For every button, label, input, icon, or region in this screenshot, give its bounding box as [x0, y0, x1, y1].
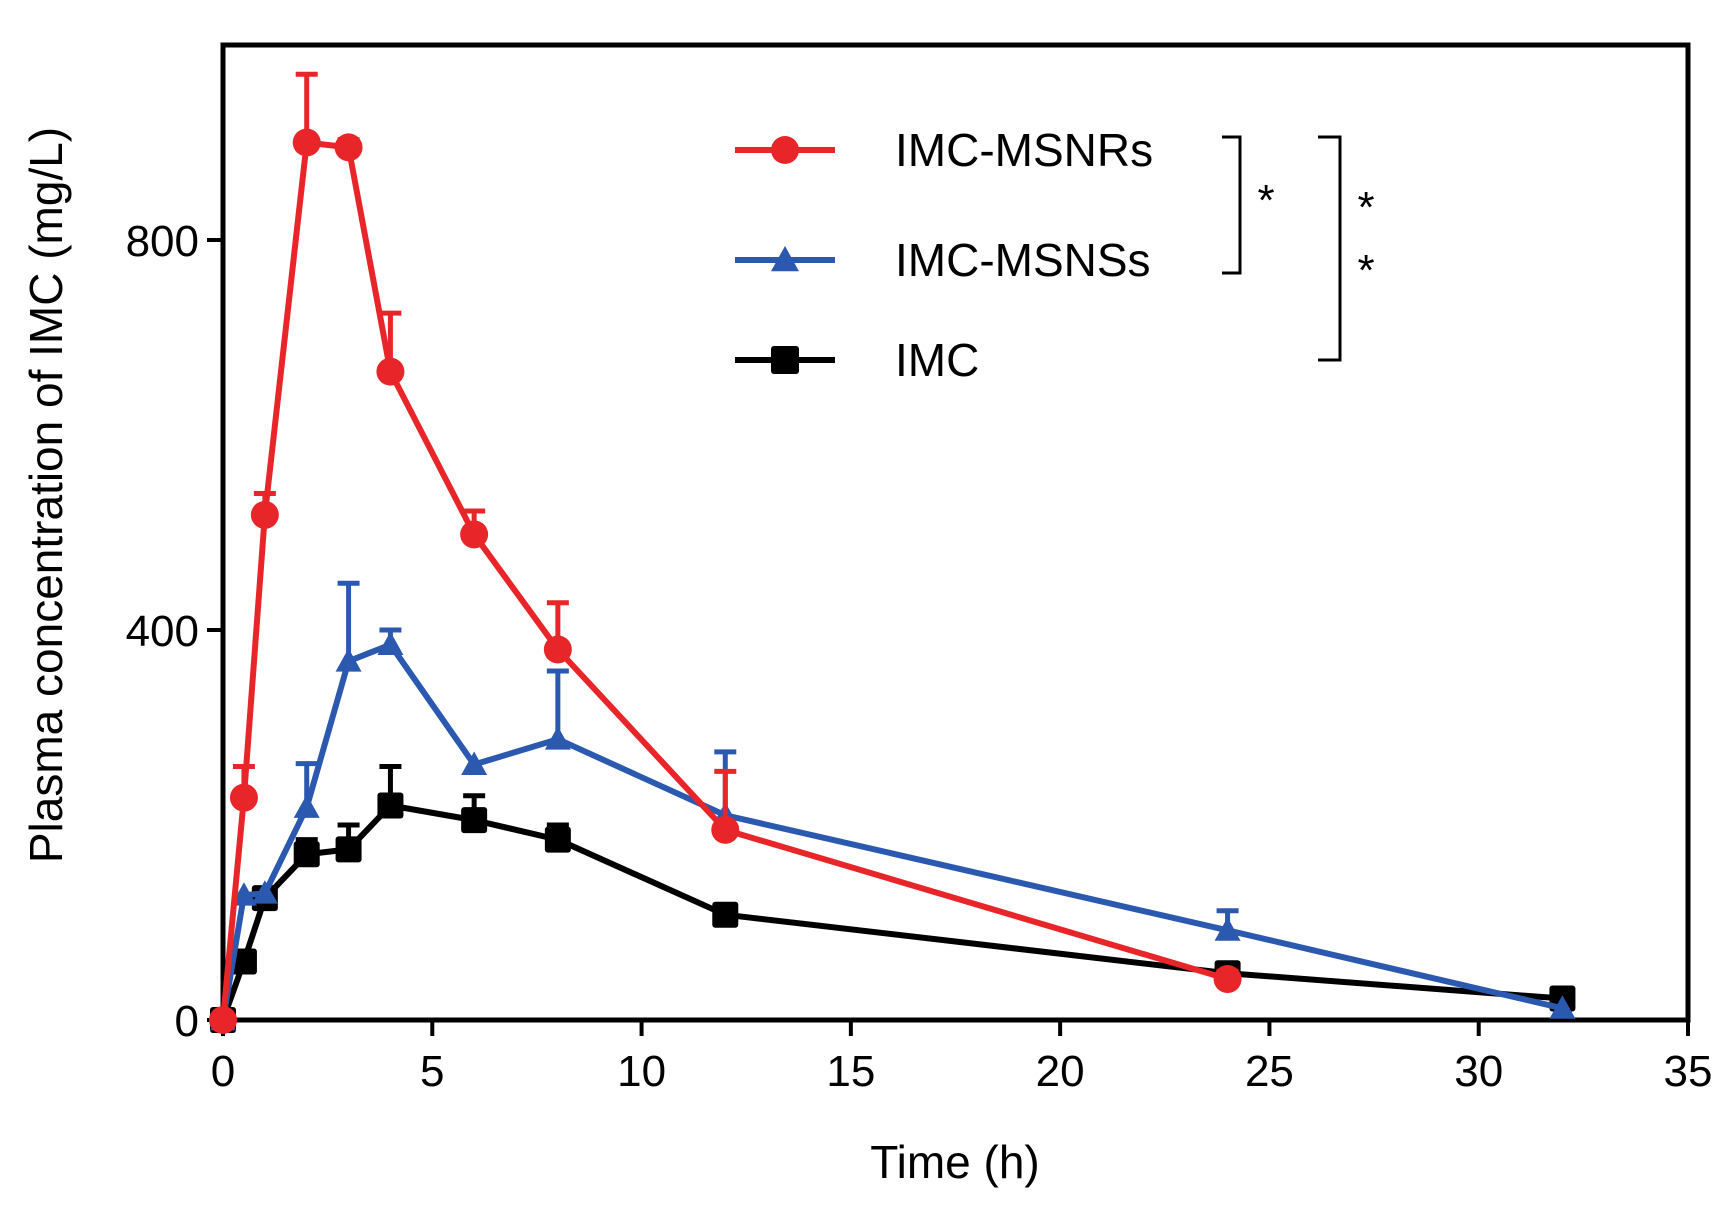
legend-marker — [771, 136, 799, 164]
data-point — [335, 648, 362, 672]
series-imc — [210, 764, 1576, 1033]
data-point — [377, 792, 404, 819]
data-point — [1549, 995, 1576, 1019]
data-point — [544, 726, 571, 750]
data-point — [293, 794, 320, 818]
legend-entry-imc-msnrs: IMC-MSNRs — [735, 124, 1153, 176]
significance-label: * — [1257, 176, 1274, 225]
data-point — [230, 948, 257, 975]
data-point — [460, 520, 489, 549]
significance-label: * — [1357, 183, 1374, 232]
data-point — [376, 357, 405, 386]
legend-marker — [771, 346, 799, 374]
significance-bracket-2: ** — [1318, 135, 1375, 362]
data-point — [1214, 917, 1241, 941]
data-point — [544, 826, 571, 853]
legend-entry-imc-msnss: IMC-MSNSs — [735, 234, 1151, 286]
series-line — [220, 139, 1229, 1021]
data-point — [334, 133, 363, 162]
legend-marker — [771, 246, 799, 272]
bracket-line — [1318, 135, 1342, 362]
x-tick-label: 35 — [1664, 1047, 1713, 1096]
plot-frame — [220, 42, 1691, 1023]
x-tick-label: 15 — [826, 1047, 875, 1096]
data-point — [292, 128, 321, 157]
x-tick-label: 5 — [420, 1047, 444, 1096]
x-tick-label: 20 — [1036, 1047, 1085, 1096]
series-line — [220, 641, 1564, 1021]
series-line — [220, 802, 1563, 1022]
legend-label: IMC-MSNSs — [895, 234, 1151, 286]
y-axis-label: Plasma concentration of IMC (mg/L) — [20, 127, 72, 863]
x-tick-label: 10 — [617, 1047, 666, 1096]
bracket-line — [1222, 135, 1242, 275]
data-point — [1213, 965, 1242, 994]
x-axis-label: Time (h) — [870, 1136, 1040, 1188]
data-point — [230, 882, 257, 906]
significance-bracket-1: * — [1222, 135, 1275, 275]
data-point — [711, 815, 740, 844]
data-point — [293, 841, 320, 868]
data-point — [461, 807, 488, 834]
x-tick-label: 25 — [1245, 1047, 1294, 1096]
x-tick-label: 30 — [1454, 1047, 1503, 1096]
data-point — [461, 751, 488, 775]
data-point — [335, 836, 362, 863]
significance-label: * — [1357, 246, 1374, 295]
y-tick-label: 400 — [126, 607, 199, 656]
data-point — [250, 500, 279, 529]
data-point — [209, 1006, 237, 1034]
legend-entry-imc: IMC — [735, 334, 979, 386]
data-point — [712, 901, 739, 928]
data-point — [229, 783, 258, 812]
y-tick-label: 0 — [175, 997, 199, 1046]
data-point — [377, 631, 404, 656]
legend-label: IMC — [895, 334, 979, 386]
y-tick-label: 800 — [126, 217, 199, 266]
legend-label: IMC-MSNRs — [895, 124, 1153, 176]
series-imc-msnrs — [209, 71, 1242, 1034]
x-tick-label: 0 — [211, 1047, 235, 1096]
data-point — [543, 635, 572, 664]
data-point — [251, 880, 278, 904]
